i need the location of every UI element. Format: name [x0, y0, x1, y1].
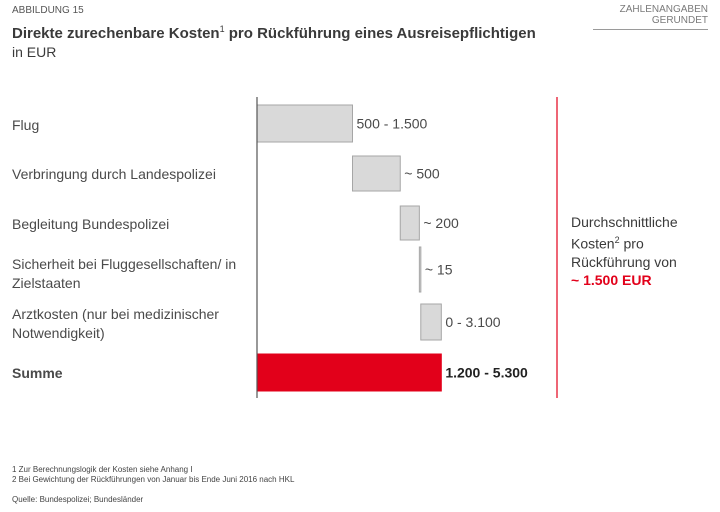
side-line-2: Kosten — [571, 235, 615, 252]
chart-subtitle: in EUR — [12, 44, 57, 60]
title-rest: pro Rückführung eines Ausreisepflichtige… — [224, 25, 536, 42]
side-line-2-rest: pro — [619, 235, 644, 252]
category-label-summe: Summe — [12, 365, 63, 381]
footnote-1: 1 Zur Berechnungslogik der Kosten siehe … — [12, 465, 193, 474]
value-label-1: ~ 500 — [404, 166, 440, 182]
side-line-1: Durchschnittliche — [571, 214, 678, 230]
bar-2 — [399, 205, 420, 241]
bar-0 — [256, 104, 353, 143]
value-label-3: ~ 15 — [425, 262, 453, 278]
total-bar — [256, 353, 442, 392]
value-label-2: ~ 200 — [423, 215, 459, 231]
bar-3 — [418, 246, 422, 293]
value-label-4: 0 - 3.100 — [445, 314, 500, 330]
value-label-0: 500 - 1.500 — [357, 116, 428, 132]
side-line-3: Rückführung von — [571, 253, 677, 270]
bar-1 — [352, 155, 401, 192]
average-cost-value: ~ 1.500 EUR — [571, 271, 652, 288]
chart-title: Direkte zurechenbare Kosten1 pro Rückfüh… — [12, 24, 536, 42]
category-label-flug: Flug — [12, 117, 40, 133]
title-footnote-mark: 1 — [219, 24, 225, 34]
average-cost-box: Durchschnittliche Kosten2 pro Rückführun… — [571, 213, 678, 289]
title-main: Direkte zurechenbare Kosten — [12, 25, 220, 42]
category-label-bundespolizei: Begleitung Bundespolizei — [12, 216, 170, 232]
figure-label: ABBILDUNG 15 — [12, 5, 84, 16]
total-value-label: 1.200 - 5.300 — [445, 365, 528, 381]
category-label-landespolizei: Verbringung durch Landespolizei — [12, 166, 216, 182]
bar-4 — [420, 303, 442, 341]
footnote-2: 2 Bei Gewichtung der Rückführungen von J… — [12, 475, 295, 484]
source-note: Quelle: Bundespolizei; Bundesländer — [12, 495, 144, 504]
category-label-arztkosten: Arztkosten (nur bei medizinischer Notwen… — [12, 306, 219, 341]
category-label-sicherheit: Sicherheit bei Fluggesellschaften/ in Zi… — [12, 256, 237, 291]
rounding-note: ZAHLENANGABEN GERUNDET — [593, 4, 708, 30]
side-footnote-mark: 2 — [614, 235, 620, 245]
footnotes: 1 Zur Berechnungslogik der Kosten siehe … — [12, 465, 294, 485]
